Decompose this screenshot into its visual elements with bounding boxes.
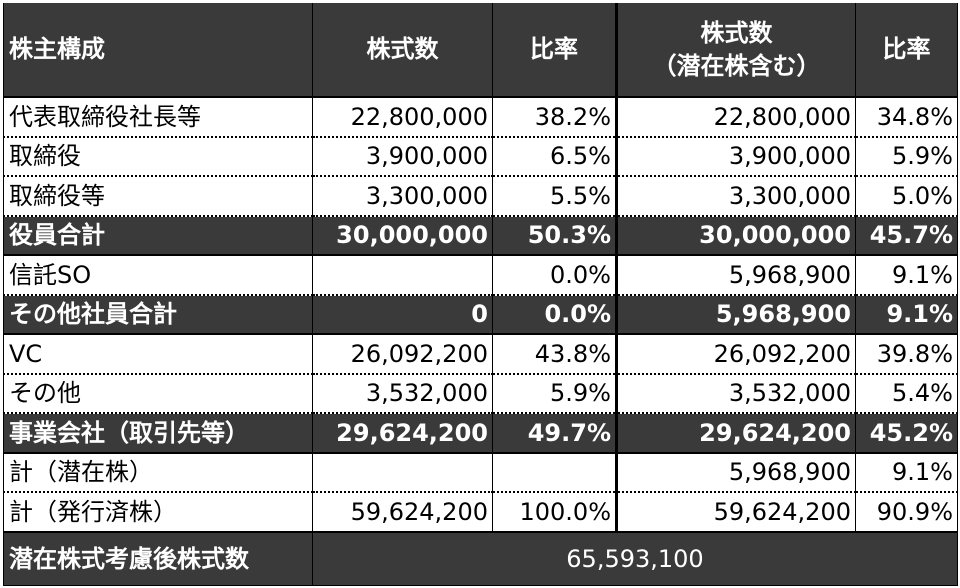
header-ratio: 比率: [492, 3, 618, 98]
row-shares: 59,624,200: [312, 492, 493, 532]
row-ratio: 38.2%: [492, 97, 618, 138]
row-ratio: 0.0%: [492, 294, 618, 335]
row-ratio-diluted: 5.4%: [855, 373, 958, 414]
header-shares-diluted-line1: 株式数: [700, 19, 773, 48]
row-shares-diluted: 22,800,000: [616, 97, 856, 138]
row-ratio-diluted: 9.1%: [855, 452, 958, 493]
row-holder: 信託SO: [3, 255, 313, 296]
row-shares-diluted: 26,092,200: [616, 334, 856, 375]
row-holder: その他: [3, 373, 313, 414]
row-shares: 29,624,200: [312, 413, 493, 454]
header-holder: 株主構成: [3, 3, 313, 98]
row-ratio: 43.8%: [492, 334, 618, 375]
table-header-row: 株主構成 株式数 比率 株式数 （潜在株含む） 比率: [3, 3, 958, 98]
row-shares-diluted: 3,300,000: [616, 176, 856, 217]
row-ratio-diluted: 5.0%: [855, 176, 958, 217]
table-row: 計（潜在株） 5,968,900 9.1%: [3, 452, 958, 493]
row-holder: 事業会社（取引先等）: [3, 413, 313, 454]
row-holder: 取締役: [3, 136, 313, 177]
row-ratio: 5.5%: [492, 176, 618, 217]
row-shares-diluted: 3,532,000: [616, 373, 856, 414]
row-holder: 計（潜在株）: [3, 452, 313, 493]
row-shares: 3,532,000: [312, 373, 493, 414]
table-row: 計（発行済株） 59,624,200 100.0% 59,624,200 90.9%: [3, 492, 958, 532]
row-ratio: 49.7%: [492, 413, 618, 454]
row-shares-diluted: 5,968,900: [616, 452, 856, 493]
table-row: 事業会社（取引先等） 29,624,200 49.7% 29,624,200 45.2%: [3, 413, 958, 454]
row-shares-diluted: 3,900,000: [616, 136, 856, 177]
row-shares-diluted: 5,968,900: [616, 255, 856, 296]
row-ratio: 6.5%: [492, 136, 618, 177]
shareholder-composition-table: 株主構成 株式数 比率 株式数 （潜在株含む） 比率 代表取締役社長等 22,800…: [3, 3, 958, 586]
total-value: 65,593,100: [312, 530, 958, 586]
row-holder: 取締役等: [3, 176, 313, 217]
row-holder: 役員合計: [3, 215, 313, 256]
row-ratio-diluted: 90.9%: [855, 492, 958, 532]
row-shares: 3,900,000: [312, 136, 493, 177]
row-shares: 22,800,000: [312, 97, 493, 138]
row-ratio: 0.0%: [492, 255, 618, 296]
row-shares-diluted: 29,624,200: [616, 413, 856, 454]
header-ratio-diluted: 比率: [855, 3, 958, 98]
table-row: 代表取締役社長等 22,800,000 38.2% 22,800,000 34.8%: [3, 97, 958, 138]
row-shares: 30,000,000: [312, 215, 493, 256]
row-shares: 0: [312, 294, 493, 335]
table-row: 信託SO 0.0% 5,968,900 9.1%: [3, 255, 958, 296]
table-row: 取締役等 3,300,000 5.5% 3,300,000 5.0%: [3, 176, 958, 217]
row-shares-diluted: 30,000,000: [616, 215, 856, 256]
row-shares: [312, 452, 493, 493]
row-ratio: 50.3%: [492, 215, 618, 256]
row-ratio-diluted: 45.2%: [855, 413, 958, 454]
row-ratio-diluted: 5.9%: [855, 136, 958, 177]
row-holder: 計（発行済株）: [3, 492, 313, 532]
row-ratio: 5.9%: [492, 373, 618, 414]
row-ratio: 100.0%: [492, 492, 618, 532]
table-row: その他社員合計 0 0.0% 5,968,900 9.1%: [3, 294, 958, 335]
row-ratio-diluted: 45.7%: [855, 215, 958, 256]
table-row: 役員合計 30,000,000 50.3% 30,000,000 45.7%: [3, 215, 958, 256]
row-shares-diluted: 5,968,900: [616, 294, 856, 335]
row-ratio-diluted: 39.8%: [855, 334, 958, 375]
row-shares: [312, 255, 493, 296]
row-shares-diluted: 59,624,200: [616, 492, 856, 532]
row-holder: その他社員合計: [3, 294, 313, 335]
table-row: VC 26,092,200 43.8% 26,092,200 39.8%: [3, 334, 958, 375]
header-shares: 株式数: [312, 3, 493, 98]
row-ratio: [492, 452, 618, 493]
row-shares: 26,092,200: [312, 334, 493, 375]
table-row: その他 3,532,000 5.9% 3,532,000 5.4%: [3, 373, 958, 414]
total-label: 潜在株式考慮後株式数: [3, 530, 313, 586]
row-shares: 3,300,000: [312, 176, 493, 217]
header-shares-diluted-line2: （潜在株含む）: [652, 51, 821, 80]
table-row: 取締役 3,900,000 6.5% 3,900,000 5.9%: [3, 136, 958, 177]
row-holder: VC: [3, 334, 313, 375]
row-ratio-diluted: 9.1%: [855, 294, 958, 335]
total-row: 潜在株式考慮後株式数 65,593,100: [3, 530, 958, 586]
row-ratio-diluted: 9.1%: [855, 255, 958, 296]
row-ratio-diluted: 34.8%: [855, 97, 958, 138]
row-holder: 代表取締役社長等: [3, 97, 313, 138]
header-shares-diluted: 株式数 （潜在株含む）: [616, 3, 856, 98]
